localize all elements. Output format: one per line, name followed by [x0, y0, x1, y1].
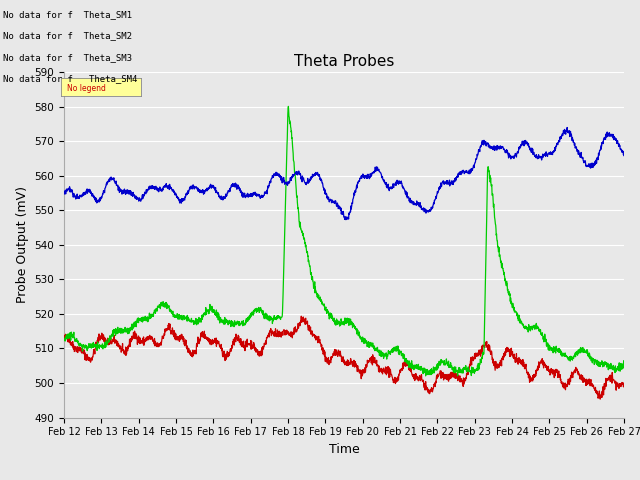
Text: No data for f  Theta_SM2: No data for f Theta_SM2 [3, 31, 132, 40]
X-axis label: Time: Time [328, 443, 360, 456]
Title: Theta Probes: Theta Probes [294, 54, 394, 70]
Text: No legend: No legend [67, 84, 106, 94]
Text: No data for f  Theta_SM3: No data for f Theta_SM3 [3, 53, 132, 62]
Y-axis label: Probe Output (mV): Probe Output (mV) [16, 186, 29, 303]
Text: No data for f   Theta_SM4: No data for f Theta_SM4 [3, 74, 138, 84]
Text: No data for f  Theta_SM1: No data for f Theta_SM1 [3, 10, 132, 19]
